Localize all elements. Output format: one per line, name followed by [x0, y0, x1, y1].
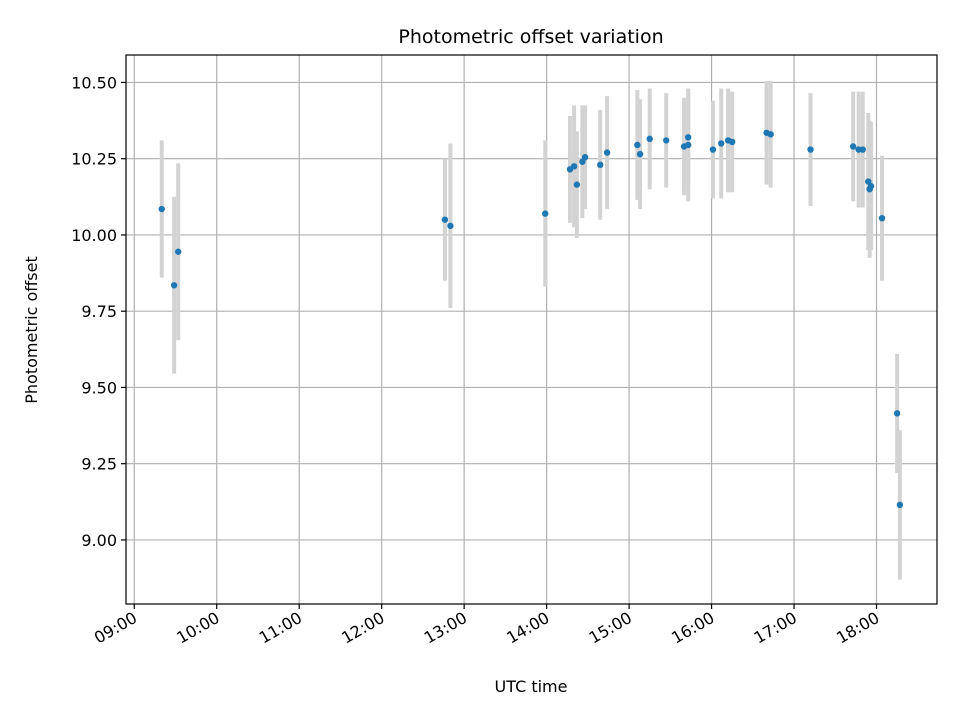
data-point [597, 161, 604, 168]
data-point [646, 135, 653, 143]
data-point [581, 153, 589, 161]
data-point [175, 248, 182, 255]
y-tick-label: 9.75 [81, 302, 117, 321]
y-tick-label: 9.00 [81, 531, 117, 550]
y-tick-label: 9.50 [81, 378, 117, 397]
data-point [728, 138, 736, 146]
data-point [685, 134, 692, 141]
data-point [767, 131, 774, 138]
y-tick-label: 9.25 [81, 455, 117, 474]
x-axis-label: UTC time [495, 677, 568, 696]
data-point [867, 182, 875, 190]
x-tick-label: 14:00 [503, 608, 552, 648]
data-point [878, 214, 886, 222]
y-axis-label: Photometric offset [22, 256, 41, 404]
data-point [859, 146, 866, 153]
x-tick-label: 18:00 [833, 608, 882, 648]
data-point [158, 205, 165, 213]
x-tick-label: 09:00 [91, 608, 140, 648]
errorbar-layer [159, 80, 902, 580]
data-point [709, 146, 717, 153]
data-point [634, 141, 641, 149]
data-point [893, 410, 901, 417]
data-point [441, 216, 449, 223]
x-tick-label: 12:00 [338, 608, 387, 648]
data-point [849, 143, 857, 150]
x-tick-label: 11:00 [256, 608, 305, 648]
data-point [170, 282, 178, 289]
data-point [570, 163, 578, 170]
x-tick-label: 16:00 [668, 608, 717, 648]
x-tick-label: 13:00 [421, 608, 470, 648]
x-tick-label: 17:00 [751, 608, 800, 648]
y-tick-label: 10.25 [71, 150, 117, 169]
data-point [663, 137, 670, 144]
data-point [636, 150, 644, 158]
tick-layer: 09:00 10:00 11:00 12:00 13:00 14:00 15:00 16:00… [71, 73, 882, 647]
data-point [807, 146, 814, 153]
data-point [573, 181, 581, 188]
grid-layer [126, 55, 937, 604]
data-point [685, 141, 692, 149]
chart-title: Photometric offset variation [398, 26, 663, 48]
y-tick-label: 10.50 [71, 73, 117, 92]
y-tick-label: 10.00 [71, 226, 117, 245]
data-point [896, 501, 904, 509]
data-point [447, 222, 454, 229]
x-tick-label: 15:00 [586, 608, 635, 648]
x-tick-label: 10:00 [173, 608, 222, 648]
data-point [603, 149, 611, 156]
plot-frame [125, 54, 938, 605]
point-layer [158, 129, 904, 509]
data-point [542, 210, 549, 217]
data-point [717, 140, 725, 147]
